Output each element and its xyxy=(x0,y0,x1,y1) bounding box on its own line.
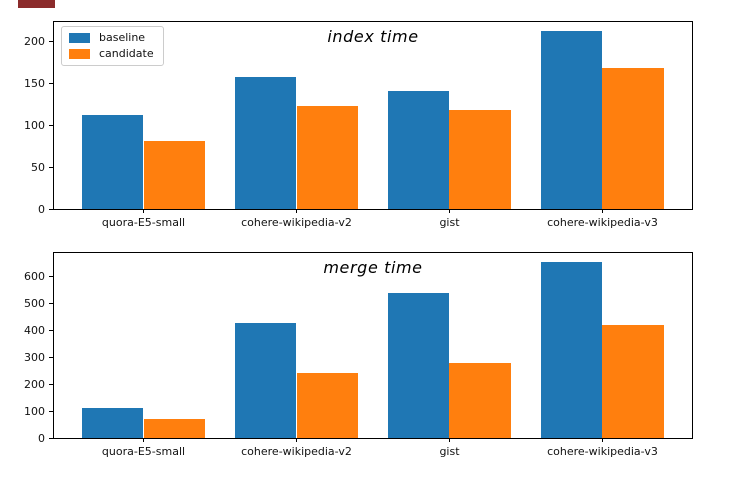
y-tick-mark xyxy=(49,275,53,277)
index-time-plot-area: index time 0 50 100 150 200 quora-E5-small coh… xyxy=(24,21,693,229)
bar-baseline-quora-E5-small xyxy=(82,407,144,438)
y-tick-label: 100 xyxy=(24,118,45,132)
bar-candidate-cohere-wikipedia-v2 xyxy=(296,105,358,209)
y-tick-label: 200 xyxy=(24,377,45,391)
y-tick-mark xyxy=(49,166,53,168)
bar-baseline-quora-E5-small xyxy=(82,115,144,209)
x-tick-label: cohere-wikipedia-v3 xyxy=(547,216,658,229)
y-tick-mark xyxy=(49,356,53,358)
legend: baseline candidate xyxy=(61,26,164,67)
bar-candidate-cohere-wikipedia-v2 xyxy=(296,372,358,438)
y-tick-mark xyxy=(49,302,53,304)
legend-item-baseline: baseline xyxy=(69,31,154,44)
x-tick-mark xyxy=(296,209,297,213)
y-tick-mark xyxy=(49,82,53,84)
y-tick-label: 150 xyxy=(24,76,45,90)
x-tick-mark xyxy=(448,438,450,442)
bar-baseline-gist xyxy=(388,90,450,209)
merge-time-plot-area: merge time 0 100 200 300 400 500 600 quora-E5-s… xyxy=(24,252,693,458)
x-tick-label: gist xyxy=(439,445,460,458)
y-tick-mark xyxy=(49,124,53,126)
y-tick-label: 0 xyxy=(38,431,45,445)
x-tick-mark xyxy=(296,438,297,442)
bar-baseline-cohere-wikipedia-v2 xyxy=(235,76,297,209)
bar-candidate-quora-E5-small xyxy=(143,141,205,209)
y-tick-mark xyxy=(49,208,53,210)
bar-candidate-gist xyxy=(449,362,511,438)
y-tick-label: 500 xyxy=(24,296,45,310)
bar-candidate-gist xyxy=(449,110,511,209)
bar-baseline-cohere-wikipedia-v3 xyxy=(541,261,603,438)
x-tick-mark xyxy=(448,209,450,213)
bar-baseline-cohere-wikipedia-v3 xyxy=(541,31,603,209)
y-tick-label: 300 xyxy=(24,350,45,364)
bar-candidate-quora-E5-small xyxy=(143,418,205,438)
x-tick-label: quora-E5-small xyxy=(101,216,186,229)
x-tick-mark xyxy=(143,438,144,442)
y-tick-label: 100 xyxy=(24,404,45,418)
y-tick-mark xyxy=(49,437,53,439)
x-tick-mark xyxy=(601,438,603,442)
x-tick-label: quora-E5-small xyxy=(101,445,186,458)
y-tick-label: 400 xyxy=(24,323,45,337)
bar-baseline-gist xyxy=(388,292,450,438)
x-tick-label: cohere-wikipedia-v2 xyxy=(241,216,352,229)
candidate-swatch-icon xyxy=(69,49,90,60)
y-tick-label: 0 xyxy=(38,202,45,216)
x-tick-label: gist xyxy=(439,216,460,229)
y-tick-mark xyxy=(49,329,53,331)
legend-label-baseline: baseline xyxy=(99,31,146,44)
y-tick-label: 200 xyxy=(24,34,45,48)
x-tick-mark xyxy=(143,209,144,213)
y-tick-label: 50 xyxy=(31,160,45,174)
x-tick-label: cohere-wikipedia-v2 xyxy=(241,445,352,458)
x-tick-mark xyxy=(601,209,603,213)
cropped-red-artifact xyxy=(18,0,55,8)
y-tick-mark xyxy=(49,383,53,385)
legend-label-candidate: candidate xyxy=(99,47,154,61)
index-time-chart-title: index time xyxy=(327,27,419,46)
y-tick-label: 600 xyxy=(24,269,45,283)
bar-candidate-cohere-wikipedia-v3 xyxy=(602,68,664,209)
y-tick-mark xyxy=(49,410,53,412)
y-tick-mark xyxy=(49,40,53,42)
bar-baseline-cohere-wikipedia-v2 xyxy=(235,322,297,438)
baseline-swatch-icon xyxy=(69,33,90,44)
x-tick-label: cohere-wikipedia-v3 xyxy=(547,445,658,458)
merge-time-chart-title: merge time xyxy=(323,258,423,277)
legend-item-candidate: candidate xyxy=(69,47,154,61)
bar-candidate-cohere-wikipedia-v3 xyxy=(602,324,664,438)
